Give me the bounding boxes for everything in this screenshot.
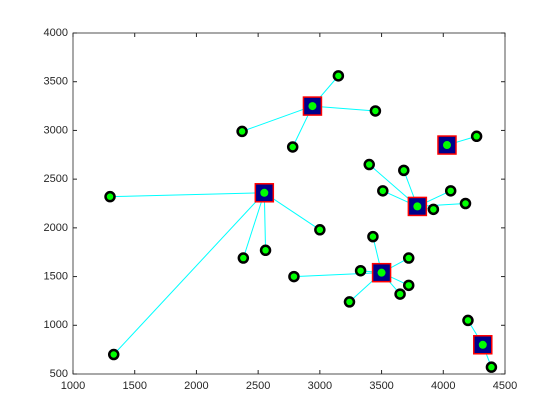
center-dot [442,141,451,150]
data-point [354,264,367,277]
y-tick-label: 2000 [44,222,68,234]
y-tick-label: 2500 [44,173,68,185]
data-point [367,230,379,243]
center-dot [413,202,422,211]
x-tick-label: 3000 [308,380,332,392]
y-tick-label: 1000 [44,319,68,331]
data-point [363,158,375,171]
x-tick-label: 1500 [122,380,146,392]
data-point [236,125,248,138]
data-point [398,164,410,177]
data-point [286,141,299,153]
center-dot [260,188,269,197]
center-dot [377,268,386,277]
data-point [107,348,120,361]
data-point [459,197,472,210]
x-tick-label: 4500 [493,380,517,392]
data-point [462,314,474,327]
y-tick-label: 3000 [44,124,68,136]
data-point [470,130,483,143]
link-line [312,105,376,112]
y-tick-label: 3500 [44,76,68,88]
data-point [402,252,415,264]
link-line [242,192,265,259]
data-point [237,252,250,264]
data-point [394,288,406,300]
y-tick-label: 4000 [44,27,68,39]
data-point [332,70,345,82]
x-tick-label: 4000 [431,380,455,392]
y-tick-label: 1500 [44,270,68,282]
data-point [427,203,440,216]
data-point [104,190,116,203]
data-point [343,296,356,308]
link-line [293,272,382,278]
data-point [369,105,382,117]
link-line [241,105,313,132]
data-point [444,185,457,197]
link-line [113,192,265,355]
data-point [377,185,389,197]
data-point [485,361,498,373]
data-point [314,224,326,236]
y-tick-label: 500 [50,368,68,380]
x-tick-label: 3500 [369,380,393,392]
x-tick-label: 2000 [184,380,208,392]
data-point [402,279,415,292]
x-tick-label: 2500 [246,380,270,392]
data-point [259,244,272,257]
center-dot [308,102,317,111]
center-dot [478,340,487,349]
data-point [288,270,300,283]
x-tick-label: 1000 [61,380,85,392]
plot-area [72,32,506,375]
link-line [110,192,265,198]
